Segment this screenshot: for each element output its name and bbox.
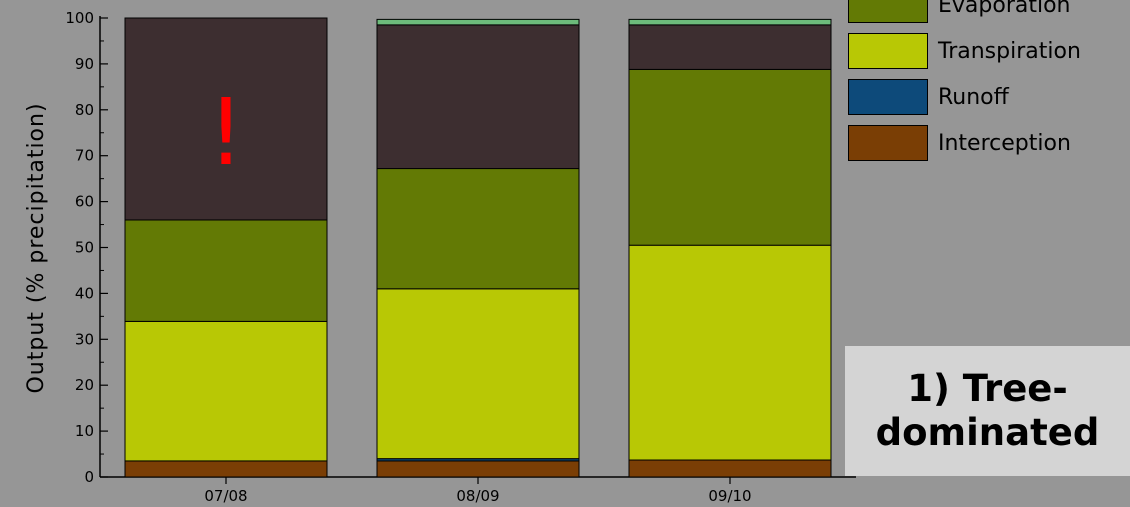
- y-tick-label: 20: [75, 376, 94, 394]
- legend-label-evaporation: Evaporation: [938, 0, 1071, 18]
- legend-swatch-interception: [848, 125, 928, 161]
- y-tick-label: 30: [75, 330, 94, 348]
- bar-segment-evaporation: [628, 68, 832, 246]
- y-tick-label: 80: [75, 101, 94, 119]
- x-tick-label: 07/08: [204, 487, 247, 505]
- bar-segment-evaporation: [124, 219, 328, 322]
- note-line-2: dominated: [875, 411, 1100, 454]
- legend-swatch-transpiration: [848, 33, 928, 69]
- bar-segment-evaporation: [376, 168, 580, 290]
- y-tick-label: 10: [75, 422, 94, 440]
- legend-swatch-runoff: [848, 79, 928, 115]
- legend-label-runoff: Runoff: [938, 84, 1009, 110]
- bar-segment-transpiration: [376, 288, 580, 460]
- bar-segment-series-6: [376, 18, 580, 26]
- bar-segment-transpiration: [628, 244, 832, 461]
- x-tick-label: 09/10: [708, 487, 751, 505]
- category-note-box: 1) Tree- dominated: [845, 346, 1130, 476]
- bars-layer: [124, 17, 832, 478]
- y-tick-label: 40: [75, 284, 94, 302]
- legend-item-evaporation: Evaporation: [848, 0, 1081, 28]
- bar-segment-interception: [376, 460, 580, 478]
- legend-item-transpiration: Transpiration: [848, 28, 1081, 74]
- y-axis-label: Output (% precipitation): [24, 102, 49, 393]
- chart-legend: Evaporation Transpiration Runoff Interce…: [848, 0, 1081, 166]
- bar-segment-transpiration: [124, 320, 328, 462]
- legend-item-interception: Interception: [848, 120, 1081, 166]
- y-tick-label: 70: [75, 147, 94, 165]
- exclamation-annotation: !: [208, 79, 245, 186]
- y-tick-label: 60: [75, 193, 94, 211]
- bar-segment-series-5: [124, 17, 328, 221]
- y-tick-label: 50: [75, 239, 94, 257]
- legend-label-interception: Interception: [938, 130, 1071, 156]
- legend-swatch-evaporation: [848, 0, 928, 23]
- bar-segment-interception: [628, 459, 832, 478]
- legend-item-runoff: Runoff: [848, 74, 1081, 120]
- bar-segment-series-5: [376, 24, 580, 170]
- bar-segment-series-5: [628, 24, 832, 70]
- x-tick-label: 08/09: [456, 487, 499, 505]
- y-tick-label: 90: [75, 55, 94, 73]
- bar-segment-interception: [124, 460, 328, 478]
- note-line-1: 1) Tree-: [907, 367, 1068, 410]
- legend-label-transpiration: Transpiration: [938, 38, 1081, 64]
- annotation-layer: !: [208, 79, 245, 186]
- bar-segment-series-6: [628, 18, 832, 26]
- y-tick-label: 0: [84, 468, 94, 486]
- y-tick-label: 100: [65, 9, 94, 27]
